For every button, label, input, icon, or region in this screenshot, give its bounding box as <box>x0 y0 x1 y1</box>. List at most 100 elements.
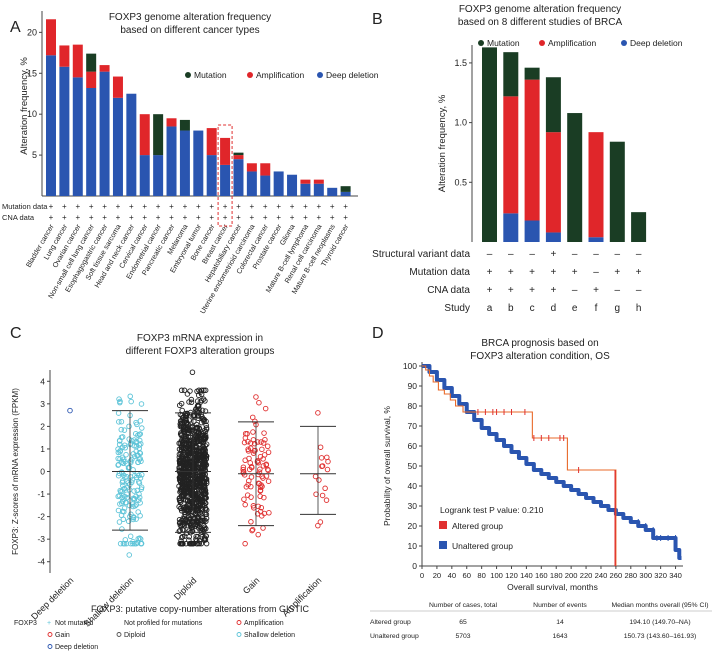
panel-c-point <box>318 455 325 461</box>
panel-c-point <box>184 460 191 467</box>
panel-b-title: FOXP3 genome alteration frequency <box>459 4 621 15</box>
panel-c-point <box>116 419 122 425</box>
panel-a-row-mark: + <box>316 213 321 222</box>
panel-c-point <box>191 492 198 499</box>
panel-a-row-mark: + <box>116 213 121 222</box>
panel-c-point <box>186 514 192 520</box>
panel-c-point <box>248 483 254 490</box>
panel-d-label: D <box>372 325 384 342</box>
panel-d-y-tick-label: 30 <box>408 501 418 511</box>
panel-c-point <box>241 472 248 478</box>
panel-c-point <box>315 410 321 416</box>
panel-a-row-mark: + <box>290 213 295 222</box>
panel-c-point <box>176 503 182 510</box>
panel-a-row-mark: + <box>62 202 67 211</box>
panel-a-row-mark: + <box>75 202 80 211</box>
panel-d-table-header: Number of events <box>533 602 587 609</box>
panel-a-row-mark: + <box>142 213 147 222</box>
panel-c-point <box>122 445 128 451</box>
panel-d-y-tick-label: 70 <box>408 421 418 431</box>
panel-c-point <box>195 525 202 531</box>
panel-a-row-mark: + <box>169 202 174 211</box>
panel-b-label: B <box>372 11 383 28</box>
panel-a-bar-amplification <box>46 19 56 56</box>
panel-a-bar-deep-deletion <box>179 130 190 196</box>
panel-a-bar-amplification <box>300 179 311 184</box>
panel-c-point <box>201 524 208 530</box>
panel-c-point <box>260 463 267 469</box>
panel-c-point <box>189 528 195 534</box>
panel-c-point <box>242 430 249 437</box>
panel-d-table-cell: 14 <box>556 619 564 626</box>
panel-c-point <box>128 398 134 405</box>
panel-c-point <box>264 443 271 450</box>
panel-c-point <box>248 474 255 480</box>
panel-c-point <box>187 540 194 547</box>
panel-a-row-mark: + <box>223 202 228 211</box>
panel-c-point <box>184 419 190 426</box>
panel-a-row-mark: + <box>169 213 174 222</box>
panel-a-label: A <box>10 19 21 36</box>
panel-d-x-tick-label: 200 <box>565 571 578 580</box>
panel-c-point <box>263 473 270 479</box>
panel-c-point <box>257 493 263 500</box>
panel-c-point <box>183 504 189 511</box>
panel-d-x-tick-label: 320 <box>654 571 667 580</box>
panel-c-y-tick-label: 0 <box>40 467 45 477</box>
panel-b-row-mark: + <box>529 285 535 296</box>
panel-c-point <box>258 439 264 445</box>
panel-a-row-mark: + <box>343 202 348 211</box>
panel-a-y-label: Alteration frequency, % <box>19 57 30 155</box>
panel-c-point <box>121 540 128 547</box>
panel-d-legend-label: Unaltered group <box>452 541 513 551</box>
panel-c-point <box>185 433 191 440</box>
panel-b-row-mark: – <box>593 249 599 260</box>
panel-c-point <box>319 463 326 469</box>
panel-c-legend-symbol <box>236 620 242 625</box>
panel-c-point <box>193 406 199 412</box>
panel-c-point <box>203 518 209 525</box>
panel-c-point <box>199 464 206 470</box>
panel-c-point <box>178 430 184 436</box>
panel-b-row-mark: – <box>636 285 642 296</box>
panel-c-point <box>324 466 331 473</box>
panel-c-point <box>191 418 197 425</box>
panel-a-y-tick-label: 20 <box>27 27 37 37</box>
panel-c-point <box>126 464 133 471</box>
panel-c-point <box>121 427 128 433</box>
panel-c-point <box>139 425 145 431</box>
panel-a-highlight-box <box>217 124 233 227</box>
panel-c-point <box>198 493 205 499</box>
panel-a-row-mark: + <box>183 213 188 222</box>
panel-a-row-mark: + <box>330 202 335 211</box>
panel-c-point <box>198 475 204 481</box>
panel-c-point <box>127 393 133 400</box>
panel-b-row-mark: + <box>487 267 493 278</box>
panel-c-point <box>317 444 324 450</box>
panel-a-row-mark: + <box>209 202 214 211</box>
panel-c-group-0 <box>67 407 73 414</box>
panel-c-point <box>254 439 261 445</box>
panel-c-title: different FOXP3 alteration groups <box>126 346 275 357</box>
panel-c-point <box>185 488 191 494</box>
panel-c-legend-label: Gain <box>55 632 70 639</box>
panel-c-point <box>176 457 183 464</box>
panel-b-study-title: Study <box>444 303 470 314</box>
panel-c-point <box>249 464 255 471</box>
panel-c-point <box>203 476 210 482</box>
panel-c-legend-label: Diploid <box>124 632 146 639</box>
panel-c-point <box>242 540 248 547</box>
panel-c-point <box>127 533 134 540</box>
panel-c-point <box>182 517 188 524</box>
panel-b-study-label: a <box>487 303 493 314</box>
panel-a-title: FOXP3 genome alteration frequency <box>109 12 271 23</box>
panel-c-point <box>138 458 144 464</box>
panel-a-row-mark: + <box>196 202 201 211</box>
panel-a-bar-deep-deletion <box>300 183 311 196</box>
panel-c-point <box>249 526 256 533</box>
panel-c-point <box>323 497 330 503</box>
panel-c-point <box>202 398 208 404</box>
panel-b-row-label: Mutation data <box>409 267 470 278</box>
panel-c-point <box>325 458 331 465</box>
